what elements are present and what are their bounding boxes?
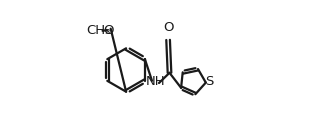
Text: CH₃: CH₃	[86, 24, 111, 37]
Text: O: O	[103, 24, 114, 37]
Text: O: O	[163, 21, 173, 34]
Text: NH: NH	[146, 75, 165, 88]
Text: S: S	[205, 75, 213, 88]
